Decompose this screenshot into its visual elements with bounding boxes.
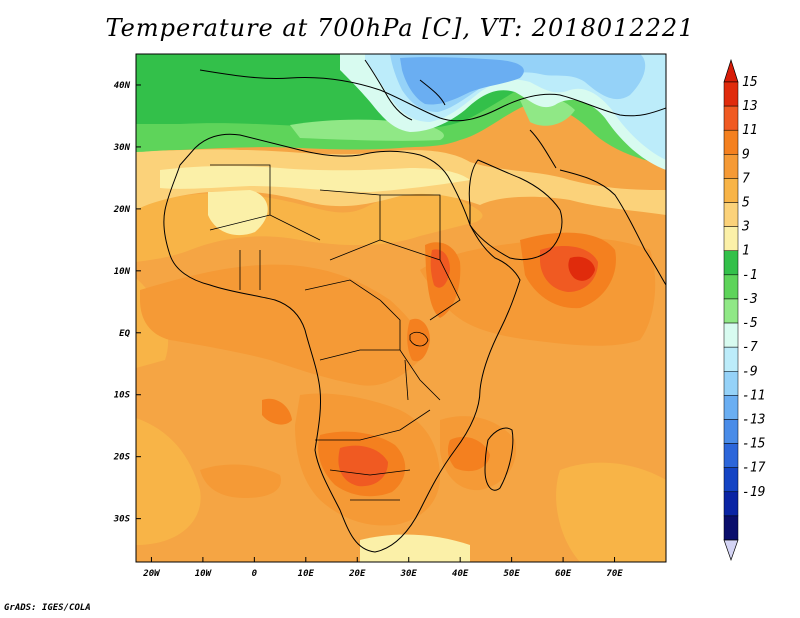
lat-tick-label: 20S xyxy=(113,453,131,463)
colorbar-label: 5 xyxy=(742,196,750,211)
longitude-labels: 20W 10W 0 10E 20E 30E 40E 50E 60E 70E xyxy=(142,557,623,579)
colorbar-label: -13 xyxy=(742,412,765,427)
lon-tick-label: 20E xyxy=(348,569,366,579)
italy-coast xyxy=(364,59,413,121)
colorbar-swatch xyxy=(723,298,739,324)
colorbar-swatch xyxy=(723,371,739,396)
map-frame xyxy=(135,53,667,563)
colorbar-swatch xyxy=(723,154,739,179)
contour-7 xyxy=(556,462,666,562)
colorbar-label: -3 xyxy=(742,292,758,307)
colorbar-label: 7 xyxy=(742,171,750,186)
lat-tick-label: 30N xyxy=(113,143,131,153)
lon-tick-label: 10E xyxy=(298,569,315,579)
colorbar-label: -5 xyxy=(742,316,758,331)
colorbar-swatch xyxy=(723,491,739,517)
lat-tick-label: EQ xyxy=(119,329,130,339)
colorbar-bottom-arrow xyxy=(723,539,739,562)
colorbar-swatch xyxy=(723,250,739,276)
contour-3 xyxy=(208,190,268,236)
contour-9 xyxy=(200,464,281,498)
lon-tick-label: 70E xyxy=(606,569,623,579)
lon-tick-label: 0 xyxy=(252,569,258,579)
contour-11 xyxy=(262,398,292,425)
contour-11 xyxy=(407,318,430,362)
border xyxy=(380,194,441,260)
colorbar-swatch xyxy=(723,322,739,348)
colorbar-label: 3 xyxy=(741,220,750,235)
lon-tick-label: 20W xyxy=(142,569,161,579)
colorbar-swatch xyxy=(723,395,739,420)
africa-coast xyxy=(163,133,521,553)
colorbar-label: 1 xyxy=(742,244,750,259)
colorbar-swatch xyxy=(723,129,739,155)
contour-3 xyxy=(360,534,470,562)
latitude-labels: 40N 30N 20N 10N EQ 10S 20S 30S xyxy=(113,81,141,525)
lon-tick-label: 30E xyxy=(400,569,418,579)
border xyxy=(319,349,441,401)
country-borders xyxy=(209,164,461,501)
lat-tick-label: 20N xyxy=(113,205,131,215)
contour-13 xyxy=(338,445,388,487)
border xyxy=(210,164,321,241)
arabia-coast xyxy=(468,159,563,261)
contour-7 xyxy=(136,418,201,545)
colorbar-label: 9 xyxy=(742,147,750,162)
colorbar-swatch xyxy=(723,346,739,372)
colorbar-label: -11 xyxy=(742,388,765,403)
contour-9 xyxy=(140,264,423,386)
colorbar-swatch xyxy=(723,226,739,251)
colorbar-swatch xyxy=(723,105,739,131)
colorbar-label: -19 xyxy=(742,485,765,500)
coastlines xyxy=(163,59,666,553)
lake-tanganyika xyxy=(404,359,409,401)
europe-coast xyxy=(199,69,666,122)
contour-13 xyxy=(430,249,450,288)
border xyxy=(319,189,381,261)
india-coast xyxy=(559,169,666,286)
contour-m9 xyxy=(400,57,524,105)
lat-tick-label: 10N xyxy=(114,267,131,277)
lat-tick-label: 10S xyxy=(114,391,131,401)
colorbar: 15 13 11 9 7 5 3 1 -1 -3 -5 -7 -9 -11 -13 -15 -17 -19 xyxy=(723,58,766,562)
lat-tick-label: 30S xyxy=(113,515,131,525)
colorbar-swatch xyxy=(723,178,739,203)
border xyxy=(304,279,401,350)
colorbar-swatch xyxy=(723,81,739,107)
border xyxy=(315,409,431,441)
lake-victoria xyxy=(409,331,429,347)
colorbar-swatch xyxy=(723,419,739,444)
border xyxy=(209,214,271,231)
colorbar-label: -17 xyxy=(742,461,766,476)
colorbar-label: -1 xyxy=(742,268,758,283)
border xyxy=(329,469,411,476)
grads-credit: GrADS: IGES/COLA xyxy=(4,603,91,613)
lon-tick-label: 50E xyxy=(503,569,520,579)
colorbar-label: 11 xyxy=(742,123,758,138)
madagascar-coast xyxy=(484,427,514,491)
lat-tick-label: 40N xyxy=(114,81,131,91)
colorbar-swatch xyxy=(723,202,739,227)
contour-15 xyxy=(568,256,595,281)
gulf-coast xyxy=(529,129,557,169)
colorbar-swatch xyxy=(723,515,739,541)
colorbar-label: 15 xyxy=(742,75,758,90)
colorbar-top-arrow xyxy=(723,58,739,83)
chart-title: Temperature at 700hPa [C], VT: 201801222… xyxy=(105,14,695,42)
greece-coast xyxy=(419,79,446,106)
contour-3 xyxy=(160,165,470,192)
lon-tick-label: 40E xyxy=(452,569,469,579)
border xyxy=(379,239,461,321)
lon-tick-label: 60E xyxy=(555,569,572,579)
colorbar-swatch xyxy=(723,467,739,493)
colorbar-swatch xyxy=(723,274,739,300)
colorbar-label: -15 xyxy=(742,437,766,452)
colorbar-label: -9 xyxy=(742,364,758,379)
colorbar-label: -7 xyxy=(742,340,758,355)
lon-tick-label: 10W xyxy=(195,569,213,579)
colorbar-swatch xyxy=(723,443,739,468)
colorbar-label: 13 xyxy=(742,99,758,114)
temperature-field xyxy=(136,54,666,562)
